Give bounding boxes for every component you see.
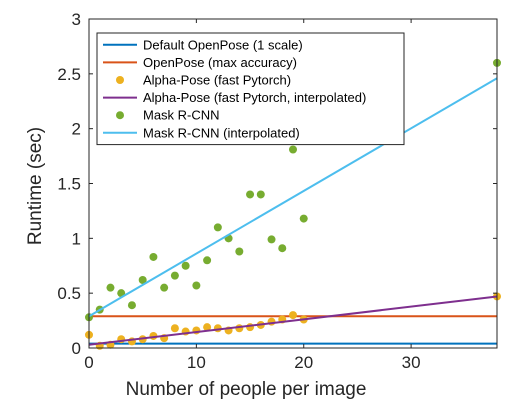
mask-r-cnn-point: [181, 261, 190, 270]
x-tick-label: 0: [84, 353, 93, 372]
legend-entry-label: Alpha-Pose (fast Pytorch, interpolated): [143, 90, 366, 105]
mask-r-cnn-legend-swatch: [116, 111, 124, 120]
legend-box: [96, 32, 405, 146]
alpha-pose-fast-pytorch-interpolated-series-line: [88, 295, 498, 346]
mask-r-cnn-point: [160, 283, 169, 292]
mask-r-cnn-point: [289, 145, 297, 154]
legend-entry-label: Default OpenPose (1 scale): [143, 37, 303, 52]
mask-r-cnn-point: [203, 256, 212, 265]
mask-r-cnn-point: [192, 281, 201, 290]
y-tick-label: 1: [72, 229, 81, 248]
y-tick-label: 3: [72, 10, 81, 29]
y-tick-label: 2: [72, 120, 81, 139]
ticks-layer: 0 10 20 30 0 0.5 1 1.5 2 2.5 3: [57, 10, 497, 372]
x-axis-label: Number of people per image: [126, 379, 367, 400]
mask-r-cnn-point: [278, 244, 287, 253]
legend-entry-label: OpenPose (max accuracy): [143, 55, 297, 70]
mask-r-cnn-point: [235, 247, 244, 256]
mask-r-cnn-point: [246, 190, 255, 199]
mask-r-cnn-point: [213, 223, 222, 232]
legend-entry-label: Mask R-CNN (interpolated): [143, 125, 300, 140]
mask-r-cnn-point: [138, 276, 147, 285]
y-tick-label: 0: [72, 339, 81, 358]
mask-r-cnn-point: [267, 235, 276, 244]
alpha-pose-fast-pytorch-legend-swatch: [116, 76, 124, 84]
mask-r-cnn-point: [170, 271, 179, 280]
mask-r-cnn-point: [106, 283, 115, 292]
alpha-pose-fast-pytorch-point: [203, 323, 212, 332]
mask-r-cnn-point: [299, 214, 308, 223]
mask-r-cnn-point: [256, 190, 265, 199]
alpha-pose-fast-pytorch-point: [170, 324, 179, 333]
y-axis-label: Runtime (sec): [25, 127, 46, 245]
legend-entry-label: Mask R-CNN: [143, 108, 220, 123]
mask-r-cnn-point: [127, 301, 136, 310]
alpha-pose-fast-pytorch-point: [289, 311, 297, 320]
x-tick-label: 30: [402, 353, 421, 372]
legend-entry-label: Alpha-Pose (fast Pytorch): [143, 73, 291, 88]
y-tick-label: 2.5: [57, 65, 81, 84]
mask-r-cnn-point: [149, 252, 158, 261]
mask-r-cnn-interpolated-series-line: [88, 77, 498, 318]
x-tick-label: 10: [187, 353, 206, 372]
y-tick-label: 1.5: [57, 175, 81, 194]
alpha-pose-fast-pytorch-point: [267, 317, 276, 326]
y-tick-label: 0.5: [57, 284, 81, 303]
legend: Default OpenPose (1 scale) OpenPose (max …: [96, 32, 405, 146]
x-tick-label: 20: [294, 353, 313, 372]
